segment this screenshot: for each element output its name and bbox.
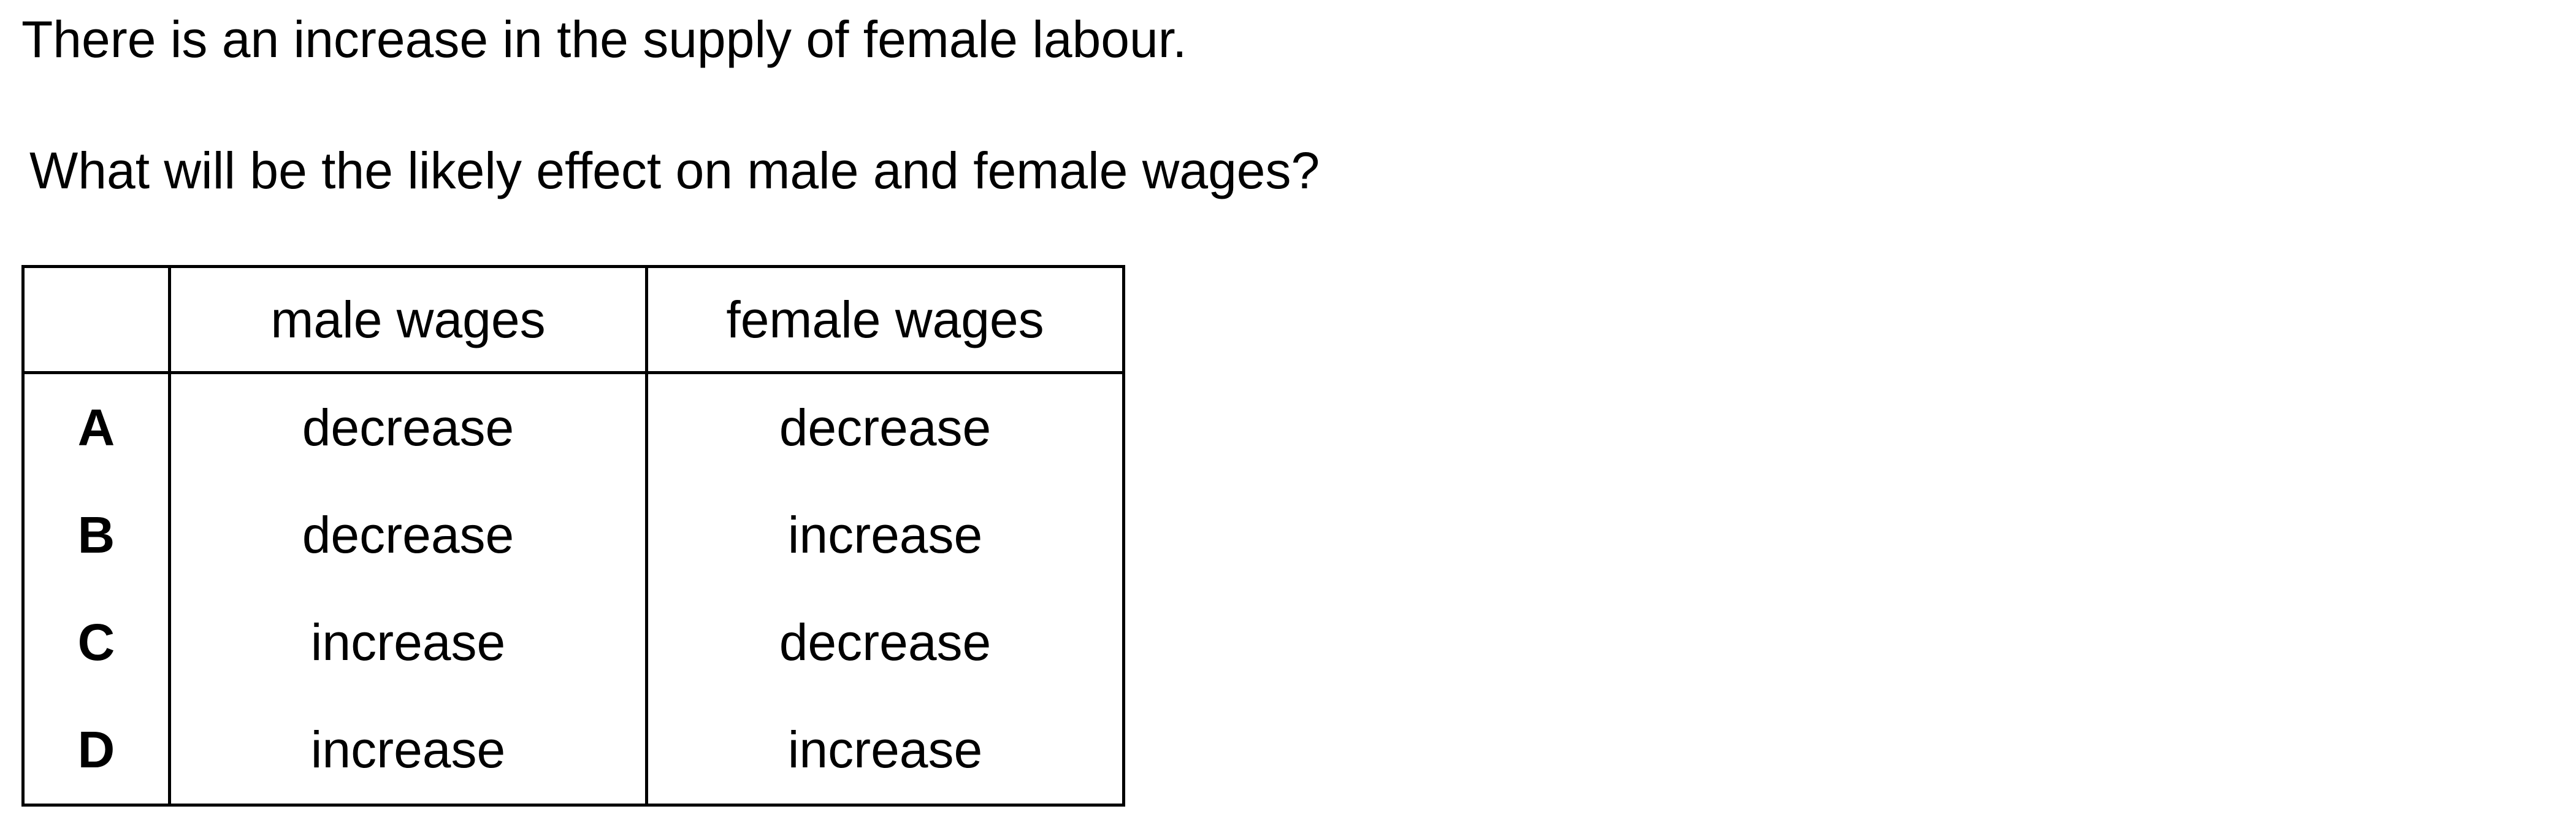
option-letter: D bbox=[77, 721, 115, 778]
female-wages-cell: increase bbox=[645, 482, 1124, 589]
table-row-option-a[interactable]: A decrease decrease bbox=[23, 372, 1124, 482]
male-wages-cell: increase bbox=[168, 589, 647, 696]
male-wages-cell: decrease bbox=[168, 482, 647, 589]
male-wages-cell: increase bbox=[168, 696, 647, 805]
table-header-row: male wages female wages bbox=[23, 266, 1124, 374]
table-row-option-b[interactable]: B decrease increase bbox=[23, 482, 1124, 589]
question-stem: There is an increase in the supply of fe… bbox=[21, 10, 1187, 68]
male-wages-cell: decrease bbox=[168, 372, 647, 482]
header-female-wages: female wages bbox=[645, 266, 1124, 374]
option-letter: C bbox=[77, 613, 115, 671]
table-row-option-d[interactable]: D increase increase bbox=[23, 696, 1124, 805]
question-prompt: What will be the likely effect on male a… bbox=[29, 142, 1320, 199]
header-male-wages: male wages bbox=[168, 266, 647, 374]
female-wages-cell: increase bbox=[645, 696, 1124, 805]
option-letter: A bbox=[77, 399, 115, 456]
table-row-option-c[interactable]: C increase decrease bbox=[23, 589, 1124, 696]
female-wages-cell: decrease bbox=[645, 372, 1124, 482]
answer-options-table: male wages female wages A decrease decre… bbox=[21, 265, 1125, 807]
female-wages-cell: decrease bbox=[645, 589, 1124, 696]
option-letter: B bbox=[77, 506, 115, 564]
header-cell-empty bbox=[23, 266, 170, 374]
